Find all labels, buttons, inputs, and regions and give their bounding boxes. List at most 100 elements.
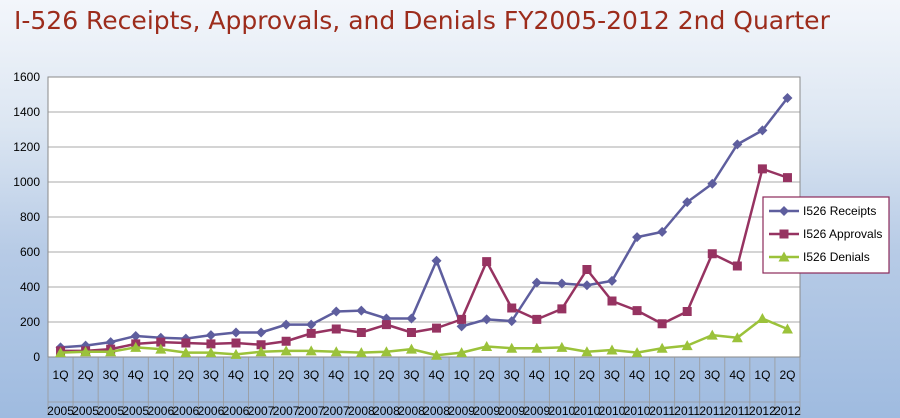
y-tick-label: 400 [20,280,40,294]
data-point [130,341,142,352]
x-tick-year: 2010 [574,404,601,418]
data-point [130,331,141,341]
x-tick-year: 2006 [173,404,200,418]
x-tick-year: 2009 [523,404,550,418]
legend-marker [778,251,790,262]
x-tick-quarter: 2Q [579,368,595,382]
x-tick-year: 2005 [47,404,74,418]
y-tick-label: 0 [33,350,40,364]
x-tick-year: 2010 [549,404,576,418]
data-point [581,346,593,357]
data-point [681,340,693,351]
legend: I526 Receipts I526 Approvals I526 Denials [762,196,890,274]
series-group [55,93,793,360]
data-point [306,319,317,330]
data-point [406,313,417,324]
data-point [405,343,417,354]
x-tick-quarter: 4Q [429,368,445,382]
data-point [481,314,492,325]
data-point [782,173,792,183]
x-tick-year: 2012 [774,404,801,418]
data-point [205,347,217,358]
data-point [255,346,267,357]
x-tick-quarter: 3Q [403,368,419,382]
series-line [60,317,788,357]
series-1 [56,164,792,356]
data-point [506,316,517,327]
data-point [431,349,443,360]
x-tick-year: 2010 [599,404,626,418]
x-tick-year: 2009 [473,404,500,418]
x-tick-year: 2008 [423,404,450,418]
data-point [556,341,568,352]
y-tick-label: 1400 [13,105,40,119]
data-point [757,125,768,136]
data-point [305,345,317,356]
data-point [606,344,618,355]
x-tick-quarter: 4Q [729,368,745,382]
data-point [280,345,292,356]
x-tick-quarter: 4Q [328,368,344,382]
data-point [330,346,342,357]
x-tick-quarter: 1Q [754,368,770,382]
data-point [206,339,216,349]
data-point [732,139,743,150]
y-tick-label: 600 [20,245,40,259]
chart-title: I-526 Receipts, Approvals, and Denials F… [14,6,830,35]
x-tick-quarter: 1Q [253,368,269,382]
x-tick-year: 2008 [373,404,400,418]
y-tick-label: 800 [20,210,40,224]
legend-label: I526 Denials [803,250,870,264]
data-point [431,255,442,266]
x-tick-year: 2007 [323,404,350,418]
data-point [381,320,391,330]
data-point [331,306,342,317]
x-tick-quarter: 1Q [454,368,470,382]
x-tick-quarter: 2Q [479,368,495,382]
x-tick-quarter: 1Q [353,368,369,382]
data-point [757,164,767,174]
data-point [456,347,468,358]
x-tick-quarter: 1Q [554,368,570,382]
x-tick-quarter: 2Q [178,368,194,382]
data-point [256,327,267,338]
data-point [731,332,743,343]
x-tick-year: 2010 [624,404,651,418]
legend-marker [779,229,789,239]
data-point [481,341,493,351]
data-point [231,327,241,338]
x-tick-quarter: 3Q [203,368,219,382]
x-tick-quarter: 3Q [303,368,319,382]
data-point [557,304,567,314]
data-point [457,314,467,324]
legend-marker [779,206,789,216]
x-tick-quarter: 1Q [153,368,169,382]
x-tick-year: 2008 [398,404,425,418]
data-point [180,347,192,358]
data-point [506,342,518,353]
y-tick-label: 200 [20,315,40,329]
data-point [205,330,216,341]
data-point [656,342,668,353]
y-tick-label: 1000 [13,175,40,189]
x-tick-quarter: 1Q [53,368,69,382]
data-point [707,249,717,259]
data-point [707,178,718,189]
data-point [105,346,117,357]
data-point [657,226,668,237]
x-tick-year: 2011 [724,404,750,418]
y-tick-label: 1600 [13,70,40,84]
x-tick-year: 2006 [147,404,174,418]
data-point [507,303,517,313]
x-tick-year: 2006 [223,404,250,418]
x-tick-quarter: 4Q [629,368,645,382]
series-2 [55,313,793,360]
data-point [55,347,67,358]
data-point [782,93,793,103]
x-tick-year: 2007 [248,404,275,418]
x-tick-year: 2005 [122,404,149,418]
data-point [432,323,442,333]
data-point [281,319,292,330]
data-point [781,323,793,334]
